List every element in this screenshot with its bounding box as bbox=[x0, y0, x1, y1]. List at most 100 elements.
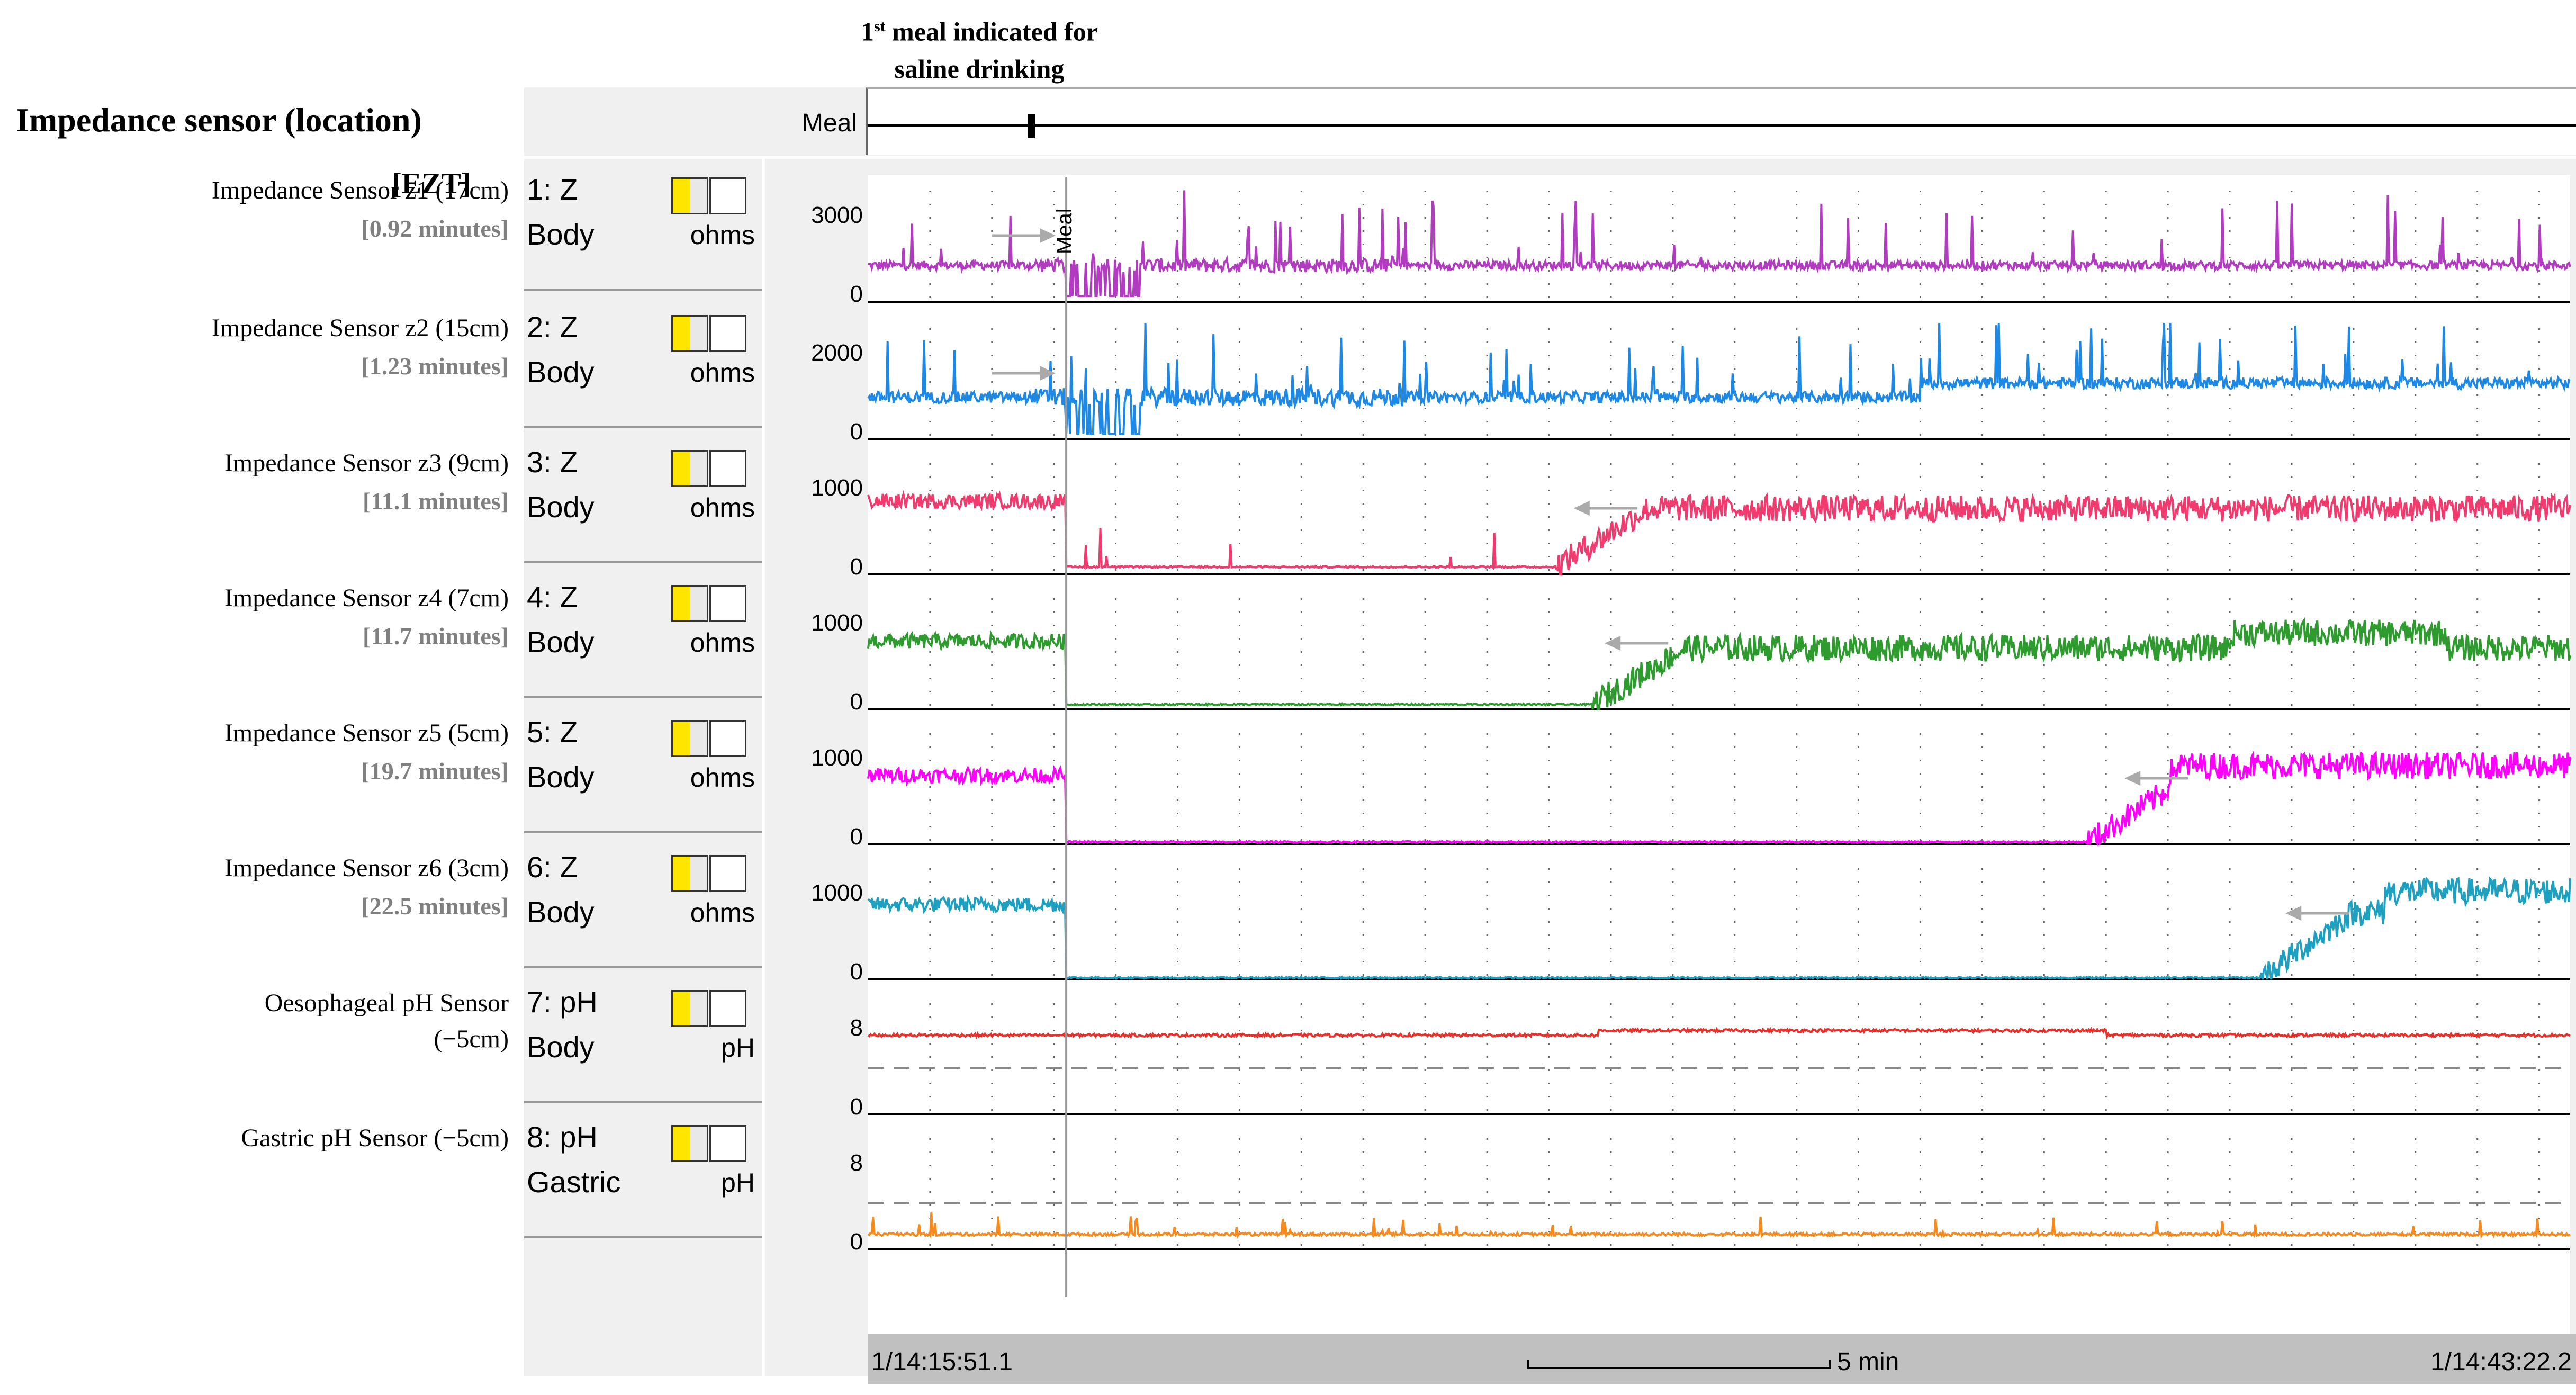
channel-scale-icon[interactable] bbox=[709, 585, 746, 622]
channel-site-ph8: Gastric bbox=[527, 1165, 621, 1199]
y-max-label-ph8: 8 bbox=[850, 1150, 863, 1176]
trace-ph8 bbox=[867, 1212, 2571, 1239]
y-min-label-z6: 0 bbox=[850, 959, 863, 985]
trace-plot: 3000 0 2000 0 1000 0 1000 0 1000 0 1000 0 8 0 8 0 Meal bbox=[811, 175, 2571, 1334]
trace-z5 bbox=[867, 750, 2571, 847]
channel-settings-icon[interactable] bbox=[671, 585, 708, 622]
meal-row-label: Meal bbox=[802, 109, 858, 137]
channel-site-z1: Body bbox=[527, 218, 595, 251]
arrow-head-z3 bbox=[1573, 501, 1590, 516]
channel-site-z6: Body bbox=[527, 895, 595, 929]
channel-label-ph7: Oesophageal pH Sensor bbox=[264, 989, 509, 1017]
time-end-label: 1/14:43:22.2 bbox=[2430, 1348, 2572, 1376]
y-min-label-ph8: 0 bbox=[850, 1229, 863, 1255]
trace-z3 bbox=[867, 490, 2571, 575]
arrow-head-z5 bbox=[2124, 771, 2141, 786]
y-max-label-z6: 1000 bbox=[811, 880, 863, 906]
scale-bar-right-cap bbox=[1829, 1360, 1831, 1369]
channel-scale-icon[interactable] bbox=[709, 177, 746, 214]
y-max-label-z2: 2000 bbox=[811, 340, 863, 366]
channel-settings-icon[interactable] bbox=[671, 855, 708, 892]
arrow-head-z6 bbox=[2285, 906, 2302, 921]
channel-settings-icon[interactable] bbox=[671, 720, 708, 757]
channel-scale-icon[interactable] bbox=[709, 855, 746, 892]
y-max-label-z1: 3000 bbox=[811, 202, 863, 228]
channel-unit-z6: ohms bbox=[690, 898, 755, 928]
channel-id-z2: 2: Z bbox=[527, 310, 578, 344]
impedance-title: Impedance sensor (location) bbox=[16, 101, 422, 139]
y-max-label-z5: 1000 bbox=[811, 745, 863, 771]
y-min-label-ph7: 0 bbox=[850, 1094, 863, 1120]
time-start-label: 1/14:15:51.1 bbox=[871, 1348, 1013, 1376]
channel-label-ph8: Gastric pH Sensor (−5cm) bbox=[241, 1124, 509, 1152]
channel-id-z5: 5: Z bbox=[527, 715, 578, 749]
arrow-head-z2 bbox=[1040, 366, 1056, 381]
y-min-label-z2: 0 bbox=[850, 419, 863, 445]
channel-id-z4: 4: Z bbox=[527, 580, 578, 614]
channel-settings-icon[interactable] bbox=[671, 315, 708, 352]
meal-marker-label: Meal bbox=[1053, 208, 1076, 254]
channel-info-panel bbox=[524, 159, 762, 1376]
channel-label-z2: Impedance Sensor z2 (15cm) bbox=[211, 314, 509, 342]
y-min-label-z3: 0 bbox=[850, 554, 863, 580]
channel-settings-icon[interactable] bbox=[671, 177, 708, 214]
y-min-label-z5: 0 bbox=[850, 824, 863, 850]
meal-timeline bbox=[868, 124, 2576, 127]
channel-unit-z3: ohms bbox=[690, 493, 755, 523]
channel-unit-z1: ohms bbox=[690, 220, 755, 250]
channel-id-ph8: 8: pH bbox=[527, 1120, 598, 1154]
channel-unit-z5: ohms bbox=[690, 763, 755, 793]
trace-z6 bbox=[867, 876, 2571, 980]
arrow-head-z1 bbox=[1040, 228, 1056, 243]
scale-bar bbox=[1527, 1367, 1831, 1369]
channel-divider bbox=[524, 426, 762, 428]
channel-unit-z4: ohms bbox=[690, 628, 755, 658]
channel-scale-icon[interactable] bbox=[709, 450, 746, 487]
ezt-label: [EZT] bbox=[392, 167, 471, 200]
channel-label-z1: Impedance Sensor z1 (17cm) bbox=[211, 176, 509, 204]
channel-site-z2: Body bbox=[527, 355, 595, 389]
meal-strip bbox=[866, 87, 2576, 155]
channel-scale-icon[interactable] bbox=[709, 1125, 746, 1162]
channel-divider bbox=[524, 561, 762, 563]
channel-scale-icon[interactable] bbox=[709, 720, 746, 757]
channel-settings-icon[interactable] bbox=[671, 450, 708, 487]
y-min-label-z4: 0 bbox=[850, 689, 863, 715]
channel-time-z2: [1.23 minutes] bbox=[361, 353, 509, 380]
trace-z4 bbox=[867, 617, 2571, 711]
y-min-label-z1: 0 bbox=[850, 281, 863, 307]
channel-unit-z2: ohms bbox=[690, 358, 755, 388]
channel-divider bbox=[524, 289, 762, 291]
channel-id-z6: 6: Z bbox=[527, 850, 578, 884]
scale-bar-left-cap bbox=[1527, 1360, 1529, 1369]
channel-settings-icon[interactable] bbox=[671, 990, 708, 1027]
y-max-label-z3: 1000 bbox=[811, 475, 863, 501]
channel-id-z1: 1: Z bbox=[527, 173, 578, 206]
y-max-label-z4: 1000 bbox=[811, 610, 863, 636]
channel-divider bbox=[524, 831, 762, 833]
channel-site-z5: Body bbox=[527, 760, 595, 794]
channel-unit-ph8: pH bbox=[721, 1168, 755, 1198]
trace-ph7 bbox=[868, 1027, 2571, 1040]
channel-time-z4: [11.7 minutes] bbox=[363, 623, 509, 650]
channel-label2-ph7: (−5cm) bbox=[434, 1025, 509, 1053]
trace-z1 bbox=[868, 190, 2571, 297]
channel-divider bbox=[524, 966, 762, 968]
channel-label-z6: Impedance Sensor z6 (3cm) bbox=[224, 854, 509, 882]
channel-time-z6: [22.5 minutes] bbox=[361, 893, 509, 920]
channel-settings-icon[interactable] bbox=[671, 1125, 708, 1162]
channel-divider bbox=[524, 696, 762, 698]
channel-divider bbox=[524, 1236, 762, 1238]
channel-scale-icon[interactable] bbox=[709, 990, 746, 1027]
y-max-label-ph7: 8 bbox=[850, 1015, 863, 1041]
meal-tick-marker[interactable] bbox=[1028, 114, 1035, 138]
channel-id-ph7: 7: pH bbox=[527, 985, 598, 1019]
channel-label-z4: Impedance Sensor z4 (7cm) bbox=[224, 584, 509, 612]
arrow-head-z4 bbox=[1605, 636, 1621, 651]
channel-label-z5: Impedance Sensor z5 (5cm) bbox=[224, 719, 509, 747]
channel-unit-ph7: pH bbox=[721, 1033, 755, 1063]
meal-annotation: 1st meal indicated for saline drinking bbox=[861, 16, 1098, 84]
scale-bar-label: 5 min bbox=[1837, 1348, 1899, 1376]
channel-scale-icon[interactable] bbox=[709, 315, 746, 352]
channel-label-z3: Impedance Sensor z3 (9cm) bbox=[224, 449, 509, 477]
